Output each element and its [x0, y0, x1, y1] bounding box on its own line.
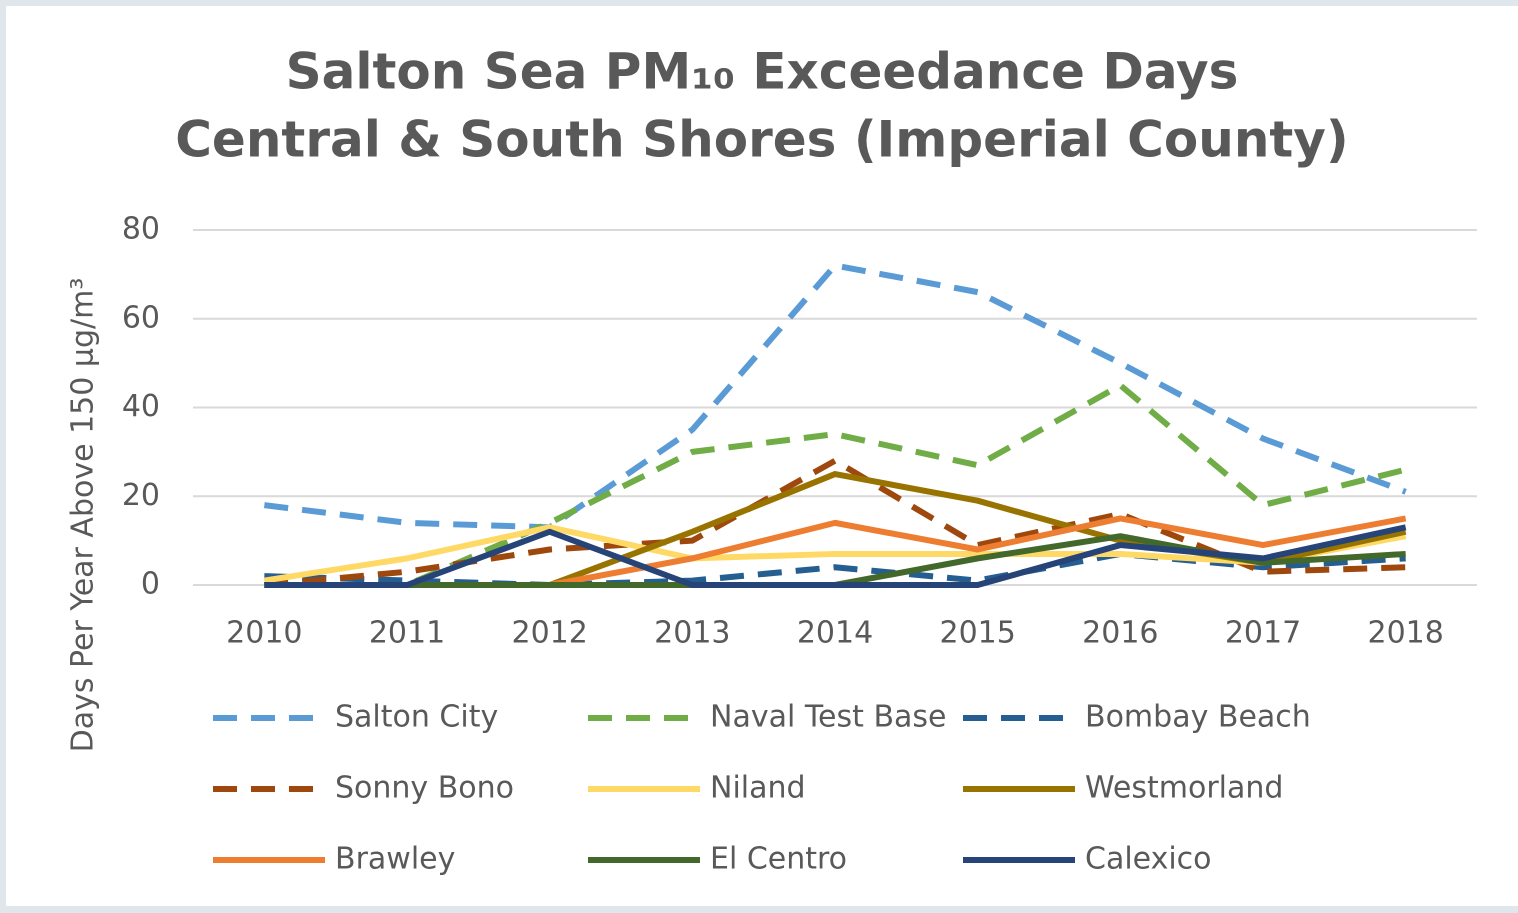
y-axis-label: Days Per Year Above 150 µg/m³: [66, 278, 101, 753]
y-tick-label: 80: [122, 212, 160, 247]
series-line: [263, 262, 1407, 531]
x-tick-label: 2018: [1367, 616, 1443, 651]
y-tick-label: 60: [122, 300, 160, 335]
x-tick-label: 2010: [226, 616, 302, 651]
legend-label: Bombay Beach: [1085, 700, 1311, 735]
x-tick-label: 2017: [1225, 616, 1301, 651]
legend-label: Sonny Bono: [335, 771, 514, 806]
series-line: [263, 524, 1407, 584]
legend-label: Naval Test Base: [710, 700, 947, 735]
x-tick-label: 2011: [369, 616, 445, 651]
legend-label: Niland: [710, 771, 806, 806]
chart-subtitle: Central & South Shores (Imperial County): [175, 111, 1349, 169]
legend-label: Salton City: [335, 700, 498, 735]
x-tick-label: 2012: [511, 616, 587, 651]
x-tick-label: 2016: [1082, 616, 1158, 651]
y-tick-label: 40: [122, 389, 160, 424]
legend-label: Brawley: [335, 842, 455, 877]
x-tick-label: 2015: [939, 616, 1015, 651]
x-tick-label: 2014: [797, 616, 873, 651]
y-tick-label: 20: [122, 478, 160, 513]
y-tick-label: 0: [141, 567, 160, 602]
chart-title: Salton Sea PM₁₀ Exceedance Days: [286, 43, 1239, 101]
series-line: [264, 524, 1407, 588]
series-line: [549, 515, 1407, 588]
legend-label: Calexico: [1085, 842, 1212, 877]
legend-label: Westmorland: [1085, 771, 1283, 806]
chart-area: [6, 6, 1518, 906]
x-tick-label: 2013: [654, 616, 730, 651]
legend-label: El Centro: [710, 842, 847, 877]
